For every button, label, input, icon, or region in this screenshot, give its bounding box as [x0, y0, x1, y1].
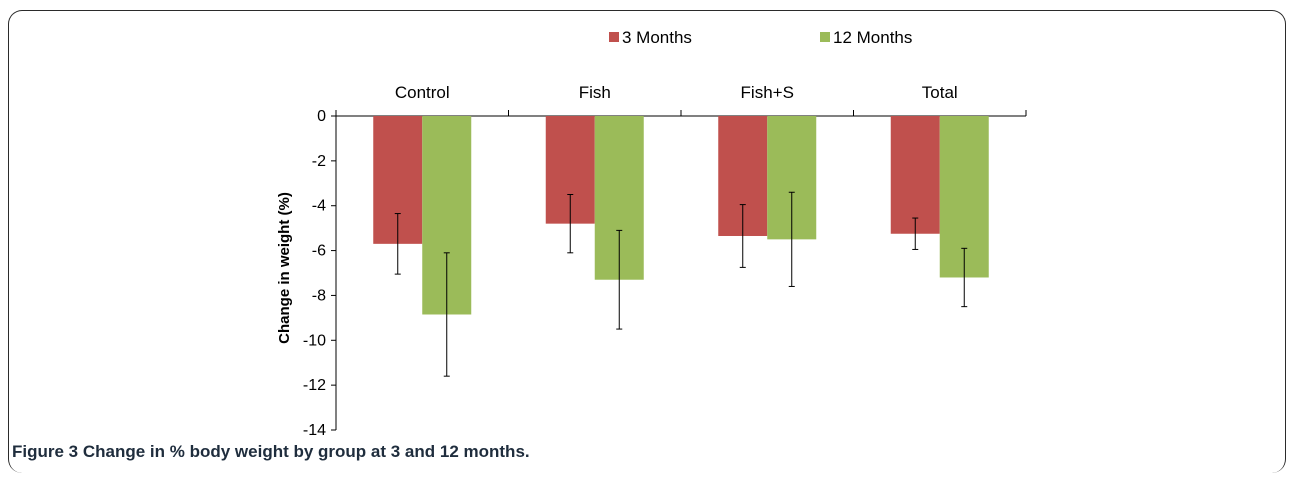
legend-label: 3 Months [622, 28, 692, 47]
category-label: Total [922, 83, 958, 102]
figure-frame [8, 10, 1286, 473]
y-tick-label: -14 [303, 422, 326, 439]
bar-chart: Control Fish Fish+S Total 0 -2 -4 -6 -8 -10 -12 -1… [276, 28, 1027, 439]
chart-category-labels: Control Fish Fish+S Total [395, 83, 958, 102]
category-label: Control [395, 83, 450, 102]
caption-label: Figure 3 [12, 442, 79, 461]
y-tick-label: -4 [312, 198, 326, 215]
legend-label: 12 Months [833, 28, 912, 47]
legend-swatch [609, 32, 619, 42]
y-tick-label: 0 [317, 108, 326, 125]
chart-error-bars [394, 191, 968, 377]
chart-y-ticks: 0 -2 -4 -6 -8 -10 -12 -14 [303, 108, 336, 439]
category-label: Fish+S [741, 83, 794, 102]
chart-legend: 3 Months 12 Months [609, 28, 912, 47]
y-tick-label: -6 [312, 243, 326, 260]
y-tick-label: -2 [312, 153, 326, 170]
y-axis-label: Change in weight (%) [276, 192, 293, 344]
bar-3-months [890, 116, 940, 234]
legend-swatch [820, 32, 830, 42]
caption-text: Change in % body weight by group at 3 an… [82, 442, 530, 461]
chart-bars [373, 116, 989, 315]
y-tick-label: -12 [303, 377, 326, 394]
figure-caption: Figure 3 Change in % body weight by grou… [12, 442, 530, 462]
y-tick-label: -8 [312, 287, 326, 304]
category-label: Fish [579, 83, 611, 102]
y-tick-label: -10 [303, 332, 326, 349]
